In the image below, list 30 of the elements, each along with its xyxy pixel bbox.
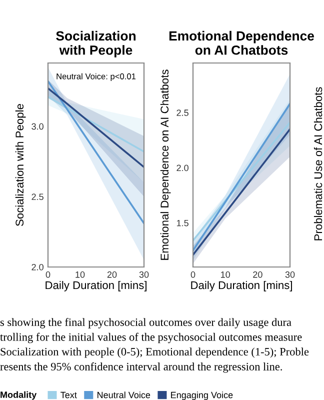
- text: resents the 95% confidence interval around the regression line.: [0, 362, 282, 373]
- x-tick-label: 10: [76, 271, 85, 278]
- y-tick-label: 2.0: [176, 164, 188, 172]
- text: Socialization with people (0-5); Emotional dependence (1-5); Proble: [0, 348, 309, 358]
- chart-title: Socialization with People: [56, 30, 136, 58]
- x-tick-label: 0: [190, 271, 196, 278]
- legend-label: Neutral Voice: [98, 392, 150, 398]
- text: trolling for the initial values of the psychosocial outcomes measure: [0, 332, 302, 344]
- x-axis-title: Daily Duration [mins]: [191, 280, 292, 292]
- legend-label: Engaging Voice: [171, 392, 233, 400]
- y-axis-title: Socialization with People: [15, 104, 26, 226]
- x-tick-label: 0: [46, 271, 50, 278]
- text: s showing the final psychosocial outcomes over daily usage dura: [0, 318, 292, 328]
- y-tick-label: 2.5: [32, 194, 44, 200]
- legend-label: Text: [60, 392, 77, 398]
- x-tick-label: 20: [107, 271, 117, 278]
- annotation: Neutral Voice: p<0.01: [56, 73, 136, 81]
- x-axis-title: Daily Duration [mins]: [46, 280, 146, 292]
- y-tick-label: 2.0: [32, 264, 44, 270]
- y-tick-label: 2.5: [176, 110, 188, 116]
- legend-title: Modality: [0, 391, 37, 400]
- y-axis-title: Emotional Dependence on AI Chatbots: [160, 70, 171, 260]
- x-tick-label: 10: [221, 271, 230, 278]
- y-tick-label: 1.5: [176, 220, 188, 226]
- chart-title: Emotional Dependence on AI Chatbots: [169, 30, 314, 55]
- x-tick-label: 20: [253, 271, 262, 278]
- x-tick-label: 30: [285, 271, 295, 278]
- x-tick-label: 30: [139, 271, 149, 278]
- y-tick-label: 3.0: [32, 123, 44, 130]
- text: Problematic Use of AI Chatbots: [314, 87, 322, 240]
